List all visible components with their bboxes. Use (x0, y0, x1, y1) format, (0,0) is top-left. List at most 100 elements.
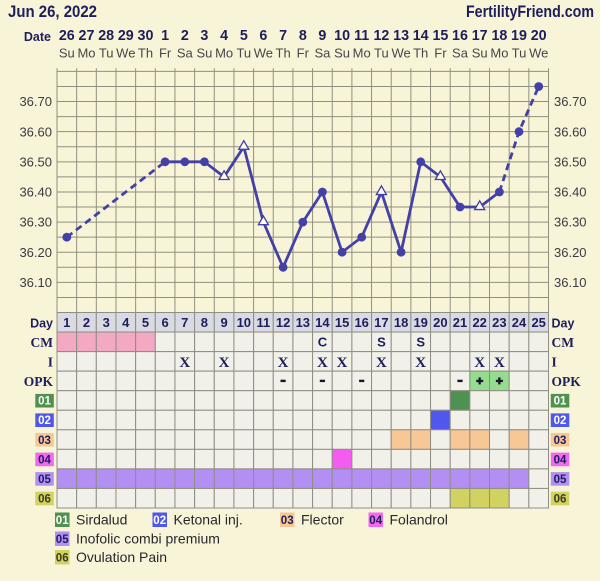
svg-text:CM: CM (552, 335, 575, 350)
svg-text:S: S (377, 335, 386, 350)
svg-text:X: X (179, 355, 190, 371)
svg-text:OPK: OPK (24, 374, 54, 389)
svg-text:Su: Su (196, 46, 212, 61)
svg-text:I: I (552, 355, 557, 370)
svg-text:03: 03 (38, 435, 51, 447)
svg-text:Sa: Sa (452, 46, 469, 61)
svg-text:9: 9 (318, 28, 326, 44)
svg-text:19: 19 (511, 28, 527, 44)
svg-text:06: 06 (56, 552, 69, 564)
svg-text:7: 7 (279, 28, 287, 44)
svg-text:We: We (391, 46, 410, 61)
svg-text:Jun 26, 2022: Jun 26, 2022 (8, 2, 97, 21)
svg-text:02: 02 (153, 515, 166, 527)
svg-text:X: X (474, 355, 485, 371)
svg-text:19: 19 (413, 315, 427, 330)
svg-text:13: 13 (393, 28, 409, 44)
svg-text:17: 17 (374, 315, 388, 330)
svg-text:Date: Date (24, 30, 51, 44)
svg-text:16: 16 (354, 315, 368, 330)
svg-text:CM: CM (31, 335, 54, 350)
svg-text:Su: Su (59, 46, 75, 61)
svg-text:23: 23 (492, 315, 506, 330)
svg-text:16: 16 (452, 28, 468, 44)
svg-text:3: 3 (200, 28, 208, 44)
svg-text:X: X (494, 355, 505, 371)
svg-text:Tu: Tu (236, 46, 251, 61)
svg-text:01: 01 (56, 515, 69, 527)
svg-text:Su: Su (334, 46, 350, 61)
svg-text:X: X (337, 355, 348, 371)
svg-text:Sa: Sa (314, 46, 331, 61)
svg-text:Tu: Tu (512, 46, 527, 61)
svg-text:4: 4 (122, 315, 130, 330)
svg-text:I: I (48, 355, 53, 370)
svg-text:02: 02 (554, 415, 567, 427)
svg-text:36.30: 36.30 (19, 215, 52, 230)
svg-text:12: 12 (373, 28, 389, 44)
svg-text:We: We (254, 46, 273, 61)
svg-text:Folandrol: Folandrol (390, 511, 448, 527)
svg-text:We: We (116, 46, 135, 61)
svg-text:21: 21 (453, 315, 467, 330)
svg-text:15: 15 (335, 315, 349, 330)
svg-text:11: 11 (257, 315, 271, 330)
svg-text:25: 25 (531, 315, 545, 330)
svg-text:24: 24 (512, 315, 527, 330)
svg-text:18: 18 (491, 28, 507, 44)
svg-text:06: 06 (38, 493, 51, 505)
svg-text:Tu: Tu (99, 46, 114, 61)
svg-text:2: 2 (83, 315, 90, 330)
svg-text:8: 8 (299, 28, 307, 44)
svg-text:7: 7 (181, 315, 188, 330)
svg-text:Tu: Tu (374, 46, 389, 61)
svg-text:05: 05 (38, 474, 51, 486)
svg-text:26: 26 (59, 28, 75, 44)
svg-text:Fr: Fr (297, 46, 310, 61)
svg-text:OPK: OPK (552, 374, 582, 389)
svg-text:36.30: 36.30 (554, 215, 587, 230)
svg-text:Ovulation Pain: Ovulation Pain (76, 549, 167, 565)
svg-text:C: C (318, 335, 328, 350)
svg-text:36.50: 36.50 (19, 154, 52, 169)
svg-text:Day: Day (30, 317, 53, 331)
svg-text:20: 20 (433, 315, 447, 330)
svg-text:03: 03 (554, 435, 567, 447)
svg-text:03: 03 (281, 515, 294, 527)
svg-text:04: 04 (369, 515, 382, 527)
svg-text:11: 11 (354, 28, 369, 44)
svg-text:36.60: 36.60 (19, 124, 52, 139)
svg-text:X: X (278, 355, 289, 371)
svg-text:14: 14 (315, 315, 330, 330)
svg-text:5: 5 (142, 315, 149, 330)
svg-text:30: 30 (138, 28, 154, 44)
svg-text:14: 14 (413, 28, 429, 44)
svg-text:Flector: Flector (301, 511, 344, 527)
svg-text:17: 17 (472, 28, 488, 44)
svg-text:36.70: 36.70 (554, 94, 587, 109)
svg-text:1: 1 (161, 28, 169, 44)
svg-text:Mo: Mo (353, 46, 371, 61)
svg-text:36.40: 36.40 (554, 185, 587, 200)
svg-text:10: 10 (237, 315, 251, 330)
svg-text:27: 27 (79, 28, 95, 44)
svg-text:10: 10 (334, 28, 350, 44)
svg-text:02: 02 (38, 415, 51, 427)
svg-text:29: 29 (118, 28, 134, 44)
svg-text:8: 8 (201, 315, 208, 330)
svg-text:Fr: Fr (159, 46, 172, 61)
svg-text:36.40: 36.40 (19, 185, 52, 200)
svg-text:Mo: Mo (215, 46, 233, 61)
svg-text:04: 04 (38, 454, 51, 466)
svg-text:We: We (529, 46, 548, 61)
svg-text:2: 2 (181, 28, 189, 44)
svg-text:18: 18 (394, 315, 408, 330)
svg-text:05: 05 (56, 534, 69, 546)
svg-text:Day: Day (552, 317, 575, 331)
svg-text:5: 5 (240, 28, 248, 44)
svg-text:28: 28 (98, 28, 114, 44)
svg-text:S: S (416, 335, 425, 350)
svg-text:X: X (317, 355, 328, 371)
svg-text:12: 12 (276, 315, 290, 330)
svg-text:6: 6 (161, 315, 168, 330)
